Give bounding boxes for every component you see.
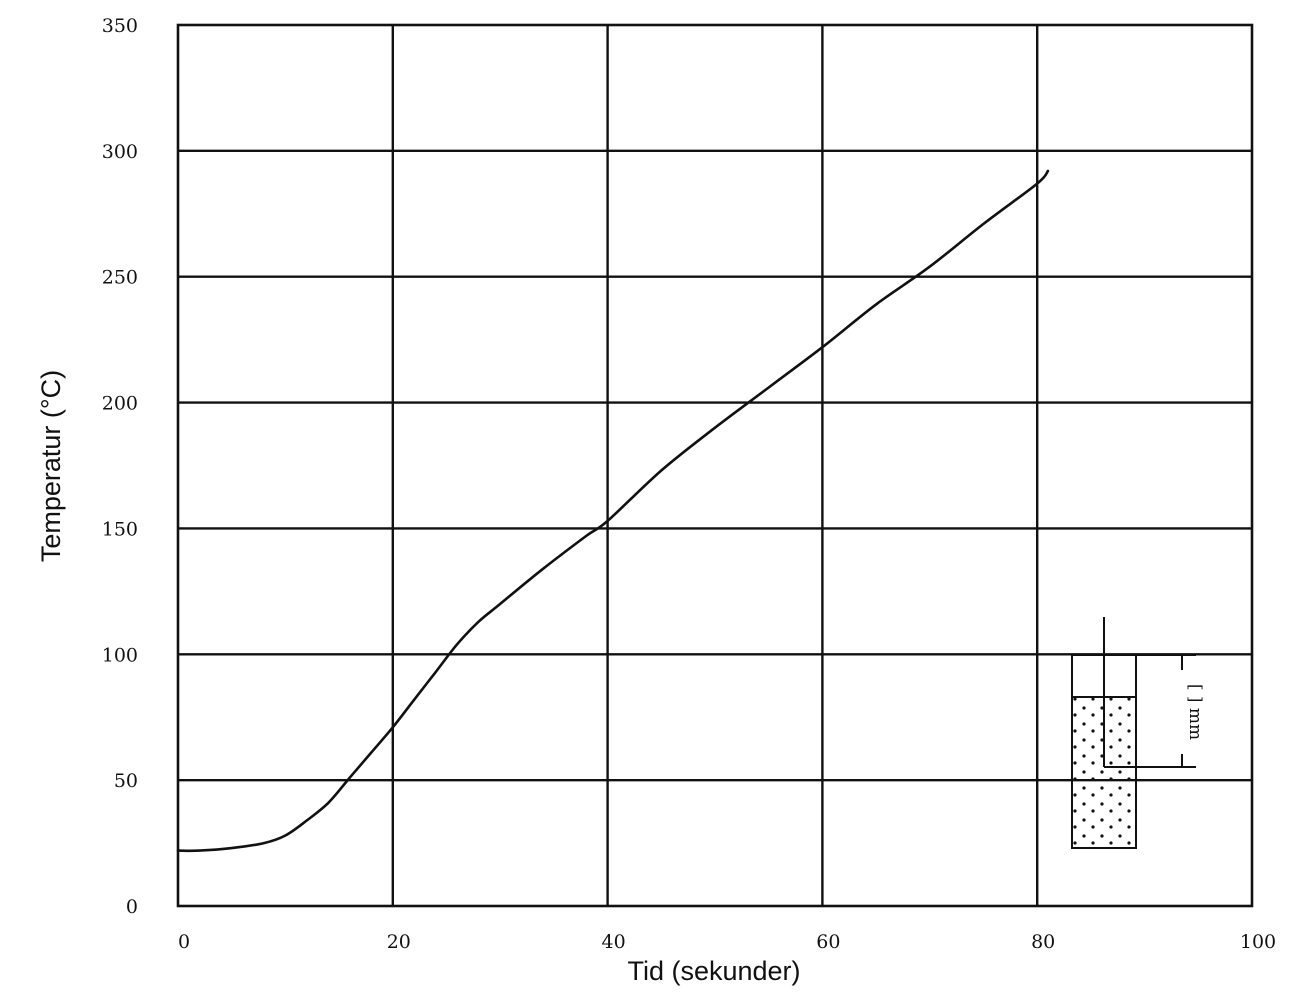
y-tick-label: 100 [102, 644, 138, 666]
dimension-label-backdrop [1170, 670, 1194, 754]
temperature-curve [176, 169, 1050, 853]
y-tick-label: 150 [102, 518, 138, 540]
y-tick-label: 350 [102, 15, 138, 37]
x-tick-label: 0 [178, 931, 190, 953]
x-axis-title: Tid (sekunder) [627, 956, 800, 986]
x-tick-labels: 0 20 40 60 80 100 [178, 931, 1276, 953]
y-tick-label: 200 [102, 393, 138, 415]
y-tick-label: 50 [114, 770, 138, 792]
y-tick-labels: 0 50 100 150 200 250 300 350 [102, 15, 138, 918]
y-tick-label: 300 [102, 141, 138, 163]
x-tick-label: 80 [1031, 931, 1055, 953]
inset-depth-label: [ ] mm [1185, 684, 1205, 740]
cup-with-thermometer-icon: [ ] mm [1071, 617, 1205, 849]
y-tick-label: 0 [126, 896, 138, 918]
y-axis-title: Temperatur (°C) [36, 370, 66, 562]
x-tick-label: 60 [816, 931, 840, 953]
plot-frame [176, 23, 1254, 908]
x-tick-label: 40 [602, 931, 626, 953]
x-tick-label: 20 [387, 931, 411, 953]
x-tick-label: 100 [1240, 931, 1276, 953]
grid-lines [178, 25, 1252, 906]
y-tick-label: 250 [102, 267, 138, 289]
